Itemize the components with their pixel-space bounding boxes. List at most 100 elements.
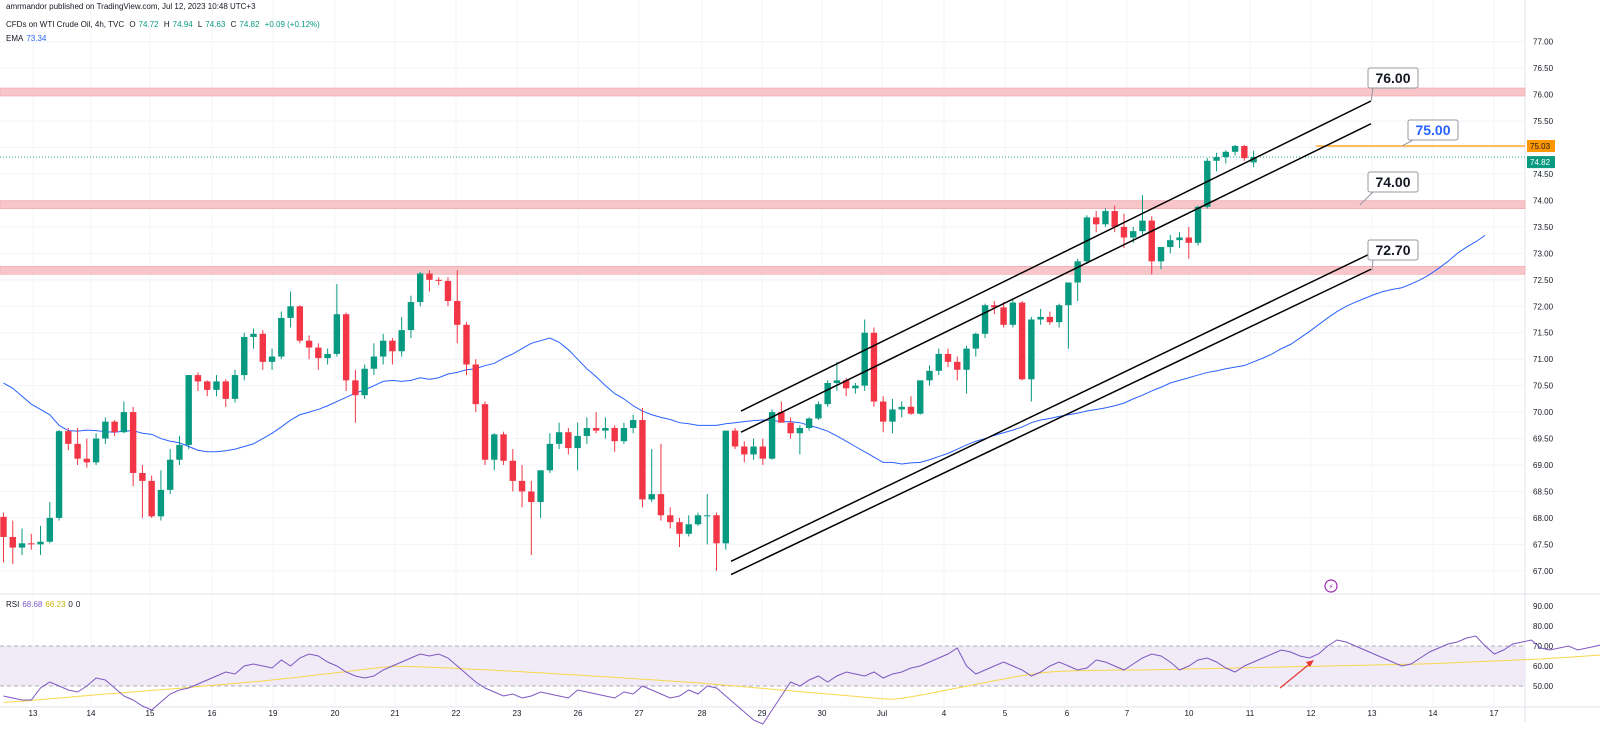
time-tick-label: 17 [1490, 709, 1499, 718]
candle-body [963, 348, 970, 370]
time-tick-label: 15 [146, 709, 155, 718]
candle-body [268, 356, 276, 362]
candle-body [768, 412, 776, 459]
candle-body [1000, 307, 1007, 325]
candle-body [805, 418, 813, 428]
time-tick-label: 23 [513, 709, 522, 718]
candle-body [454, 301, 461, 325]
callout-box [1367, 239, 1419, 261]
candle-body [1120, 226, 1128, 238]
channel-line [740, 123, 1372, 433]
candle-body [18, 543, 26, 548]
candle-body [1074, 261, 1081, 283]
rsi-extra-2: 0 [75, 600, 81, 609]
candle-body [342, 314, 350, 381]
candle-body [407, 302, 415, 331]
time-tick-label: 28 [698, 709, 707, 718]
price-tick-label: 68.00 [1533, 514, 1554, 523]
candle-body [324, 353, 331, 359]
callout-pointer [1371, 259, 1374, 271]
candle-body [657, 494, 665, 516]
price-tick-label: 72.50 [1533, 276, 1554, 285]
candle-body [352, 380, 359, 396]
candle-body [926, 370, 933, 381]
rsi-tick-label: 50.00 [1533, 682, 1554, 691]
candle-body [426, 273, 433, 280]
candle-body [1037, 316, 1044, 320]
time-tick-label: 27 [635, 709, 644, 718]
candle-body [685, 524, 692, 534]
candle-body [1046, 316, 1054, 323]
candle-body [611, 427, 618, 442]
candle-body [9, 536, 16, 548]
callout-box [1367, 67, 1419, 89]
channel-line [730, 252, 1372, 562]
candle-body [120, 412, 128, 433]
callout-label: 75.00 [1415, 122, 1450, 138]
candle-body [1065, 282, 1072, 306]
candle-body [55, 431, 63, 518]
rsi-legend[interactable]: RSI 68.68 66.23 0 0 [6, 600, 83, 609]
close-value: 74.82 [239, 20, 260, 29]
time-tick-label: 4 [942, 709, 947, 718]
candle-body [231, 375, 239, 399]
candle-body [778, 412, 785, 423]
time-tick-label: 7 [1125, 709, 1130, 718]
price-tick-label: 75.50 [1533, 117, 1554, 126]
ema-legend[interactable]: EMA 73.34 [6, 34, 49, 43]
candle-body [46, 517, 53, 542]
candle-body [620, 427, 628, 442]
candle-body [509, 460, 516, 481]
candle-body [1231, 145, 1239, 152]
candle-body [898, 406, 905, 410]
symbol-name[interactable]: CFDs on WTI Crude Oil, 4h, TVC [6, 20, 125, 29]
callout-pointer [1401, 139, 1414, 147]
candle-body [935, 353, 942, 371]
candle-body [463, 324, 470, 365]
time-tick-label: 11 [1246, 709, 1255, 718]
time-tick-label: Jul [877, 709, 887, 718]
price-tick-label: 74.00 [1533, 196, 1554, 205]
open-label: O [129, 20, 136, 29]
candle-body [750, 446, 757, 455]
candle-body [185, 375, 192, 445]
candle-body [1092, 217, 1100, 225]
candle-body [944, 353, 952, 362]
time-tick-label: 20 [331, 709, 340, 718]
candle-body [176, 444, 183, 460]
publisher-line: amrmandor published on TradingView.com, … [6, 2, 259, 11]
rsi-extra-1: 0 [68, 600, 73, 609]
rsi-value: 68.68 [22, 600, 43, 609]
candle-body [1102, 211, 1109, 225]
candle-body [417, 273, 424, 303]
rsi-ma-line [3, 654, 1600, 703]
candle-body [28, 543, 35, 545]
rsi-arrow-shaft [1279, 661, 1313, 689]
candle-body [166, 459, 174, 490]
candle-body [83, 458, 91, 463]
candle-body [824, 383, 831, 405]
candle-body [379, 340, 387, 357]
low-value: 74.63 [205, 20, 226, 29]
flash-icon [1324, 579, 1338, 593]
candle-body [1018, 302, 1026, 380]
candle-body [204, 381, 211, 390]
channel-line [740, 100, 1372, 412]
candle-body [1139, 220, 1146, 232]
candle-body [528, 491, 535, 503]
candle-body [537, 470, 544, 503]
candle-body [148, 480, 155, 517]
candle-body [472, 364, 479, 405]
candle-body [815, 404, 822, 419]
callout-label: 76.00 [1375, 70, 1410, 86]
rsi-arrow-head [1306, 660, 1314, 667]
price-tick-label: 77.00 [1533, 38, 1554, 47]
time-tick-label: 30 [818, 709, 827, 718]
price-tick-label: 67.00 [1533, 567, 1554, 576]
candle-body [759, 446, 767, 459]
price-tick-label: 73.00 [1533, 249, 1554, 258]
candle-body [500, 434, 507, 461]
